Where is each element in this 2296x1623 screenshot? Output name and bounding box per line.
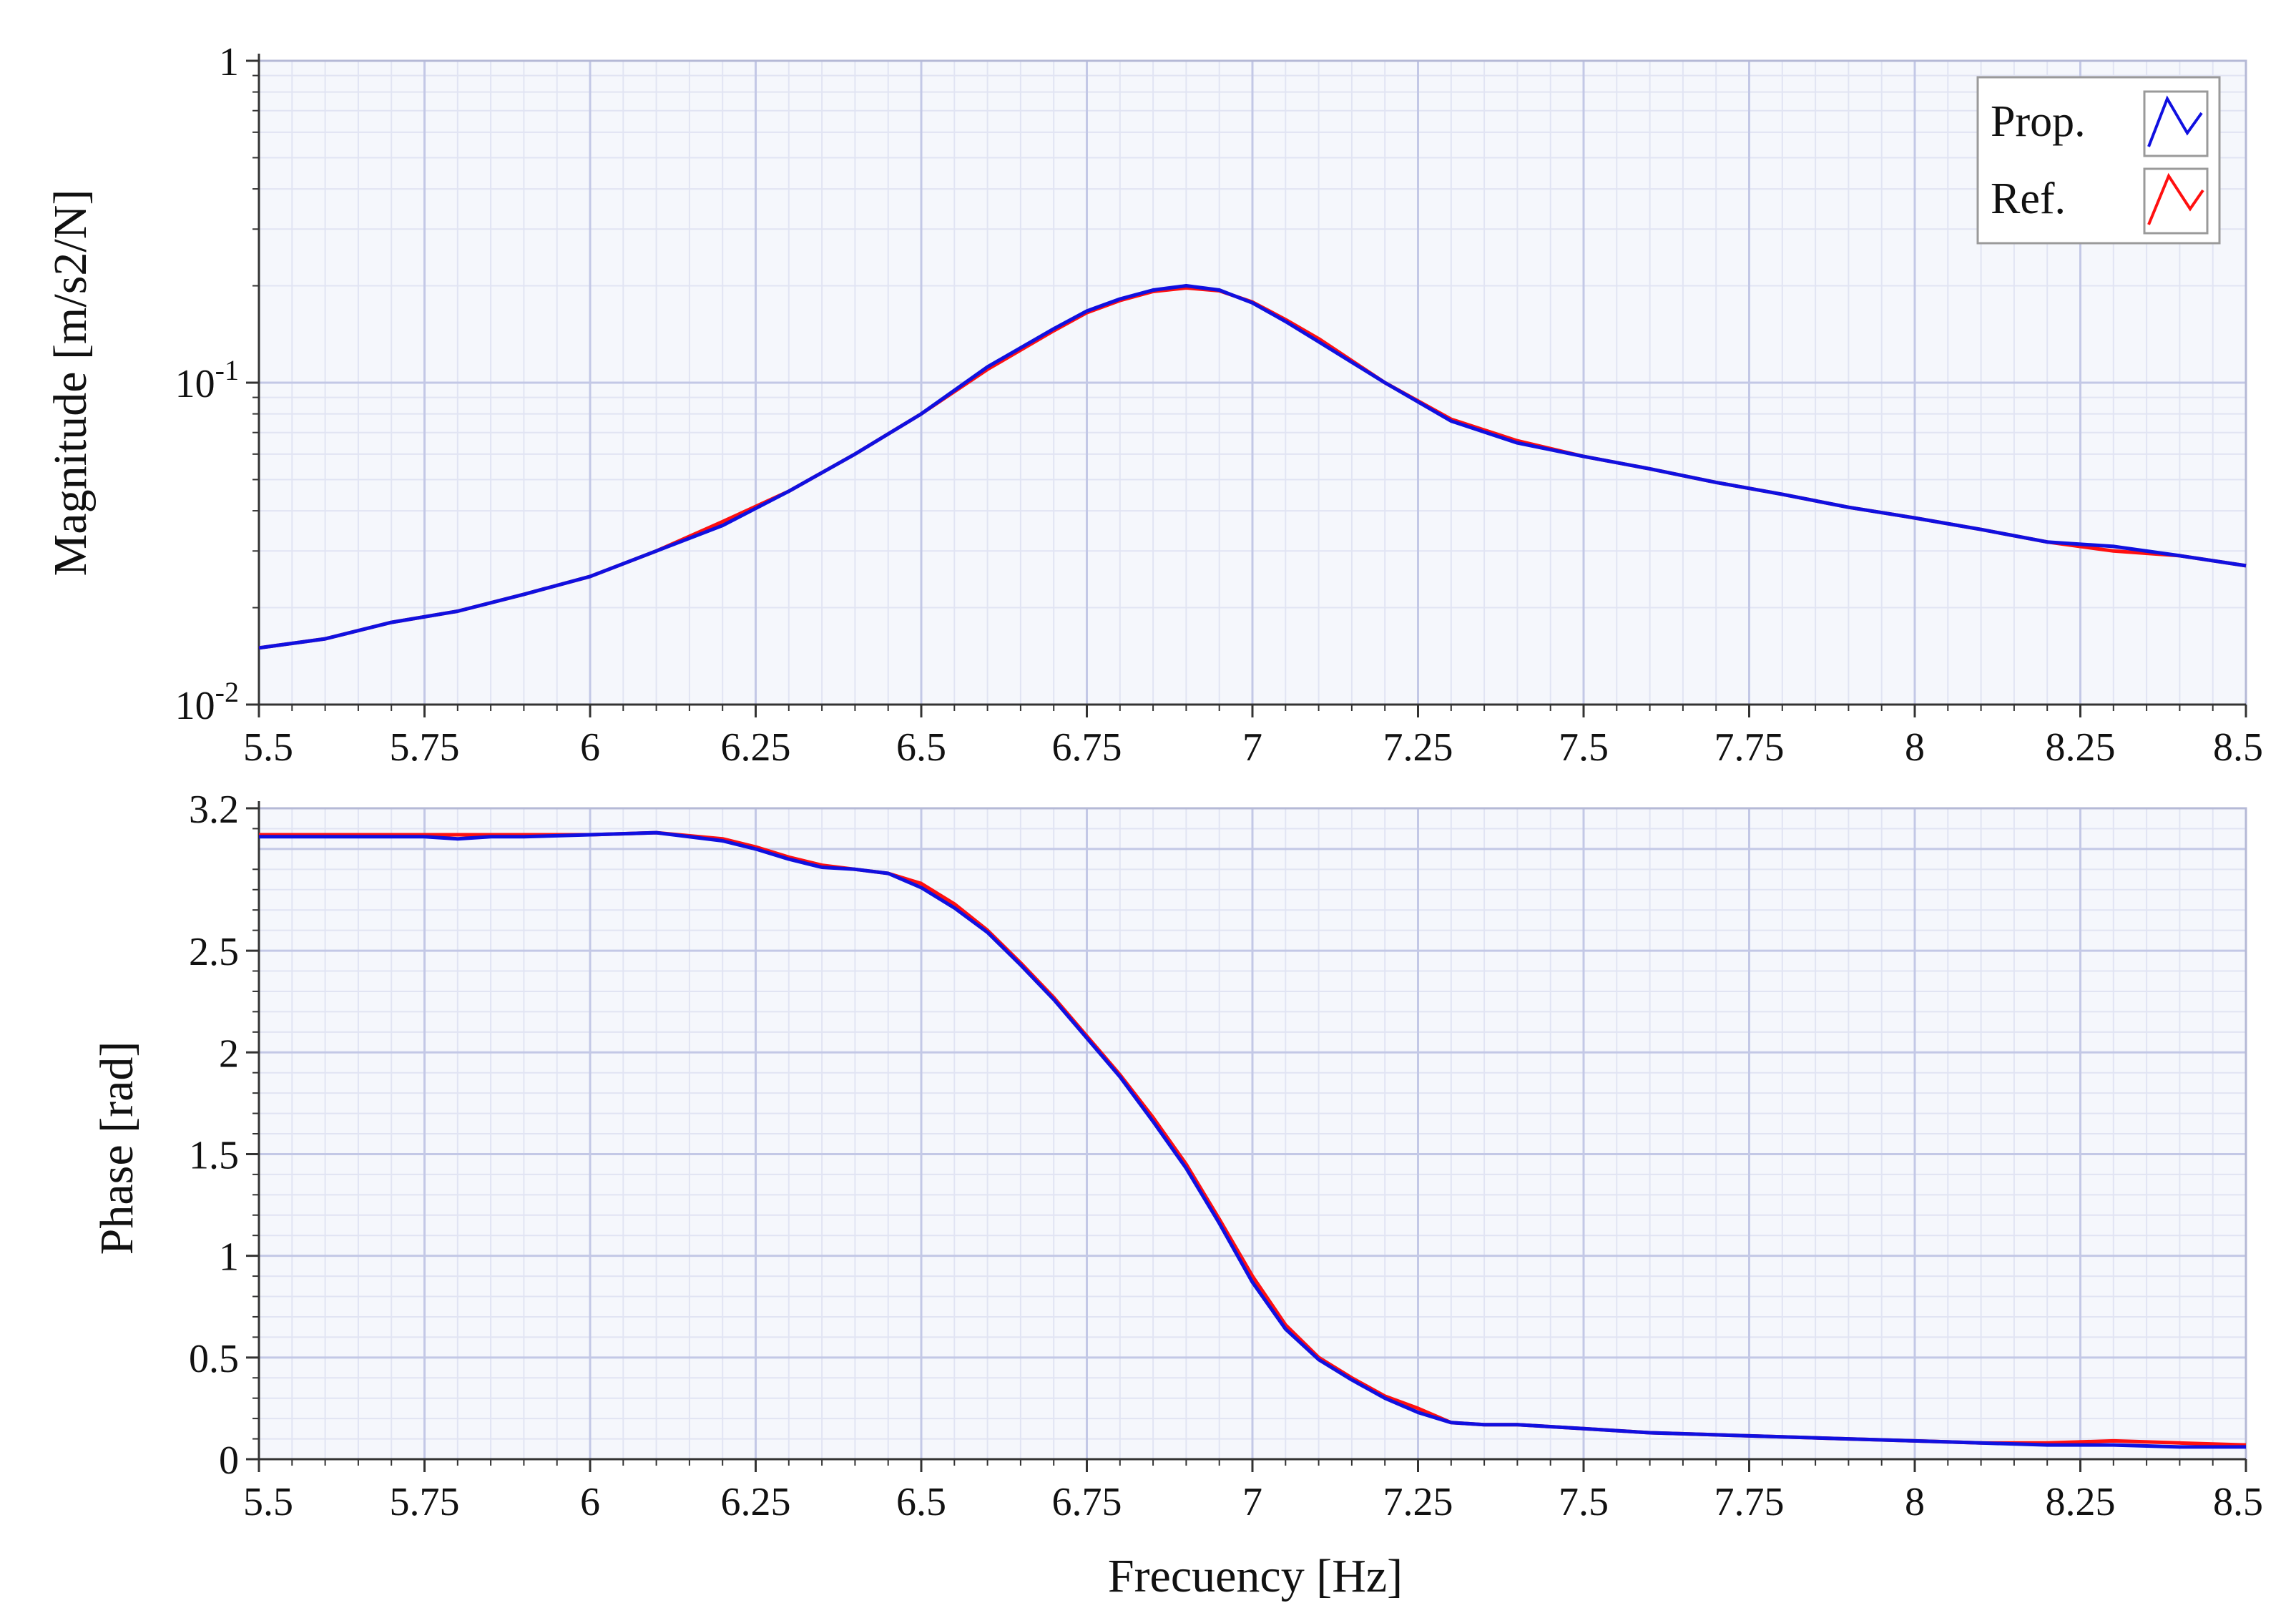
frequency-x-axis-label: Frecuency [Hz] [1108,1550,1403,1602]
magnitude-y-tick-label: 10-1 [175,354,239,406]
phase-x-tick-label: 8 [1905,1480,1925,1524]
blue-line-glyph-icon [2147,95,2203,147]
magnitude-x-tick-label: 7.5 [1559,725,1609,770]
phase-x-tick-label: 5.75 [390,1480,460,1524]
phase-x-tick-label: 6 [580,1480,600,1524]
legend-label-prop: Prop. [1991,97,2086,146]
phase-y-axis-label: Phase [rad] [91,1041,143,1255]
phase-plot: 5.5 5.75 6 6.25 6.5 6.75 7 7.25 7.5 7.75 8 8.25 8.5 0… [189,788,2263,1524]
magnitude-x-tick-label: 5.5 [243,725,293,770]
magnitude-x-tick-label: 7.75 [1714,725,1785,770]
phase-y-tick-label: 0 [219,1438,239,1483]
magnitude-x-tick-label: 5.75 [390,725,460,770]
phase-y-tick-label: 3.2 [189,788,239,832]
magnitude-x-tick-label: 7 [1242,725,1262,770]
phase-y-tick-label: 0.5 [189,1337,239,1381]
magnitude-x-tick-label: 6.5 [896,725,946,770]
phase-y-tick-label: 2 [219,1031,239,1076]
magnitude-x-tick-label: 8.5 [2213,725,2263,770]
phase-x-tick-label: 8.5 [2213,1480,2263,1524]
phase-x-tick-label: 7.25 [1383,1480,1453,1524]
magnitude-plot: 5.5 5.75 6 6.25 6.5 6.75 7 7.25 7.5 7.75 8 8.25 8.5 1… [175,40,2263,770]
magnitude-x-tick-label: 6.25 [721,725,791,770]
legend-label-ref: Ref. [1991,175,2066,223]
phase-x-tick-label: 7.75 [1714,1480,1785,1524]
magnitude-y-tick-label: 1 [219,40,239,84]
magnitude-x-tick-label: 6.75 [1052,725,1122,770]
phase-x-tick-label: 6.75 [1052,1480,1122,1524]
phase-series-prop-line [259,830,2246,1449]
magnitude-x-tick-label: 8 [1905,725,1925,770]
phase-x-tick-label: 6.25 [721,1480,791,1524]
phase-x-tick-label: 5.5 [243,1480,293,1524]
phase-y-tick-label: 1 [219,1235,239,1280]
magnitude-x-tick-label: 7.25 [1383,725,1453,770]
magnitude-y-axis-label: Magnitude [m/s2/N] [44,190,97,577]
phase-y-tick-label: 2.5 [189,930,239,974]
legend: Prop. Ref. [1976,76,2221,245]
red-line-glyph-icon [2147,172,2204,225]
phase-y-tick-label: 1.5 [189,1133,239,1177]
magnitude-series-prop-line [258,284,2247,650]
phase-x-tick-label: 7.5 [1559,1480,1609,1524]
magnitude-x-tick-label: 8.25 [2046,725,2116,770]
phase-x-tick-label: 6.5 [896,1480,946,1524]
legend-swatch-prop [2143,90,2209,157]
legend-swatch-ref [2143,167,2209,235]
magnitude-x-tick-label: 6 [580,725,600,770]
phase-x-tick-label: 7 [1242,1480,1262,1524]
phase-x-tick-label: 8.25 [2046,1480,2116,1524]
